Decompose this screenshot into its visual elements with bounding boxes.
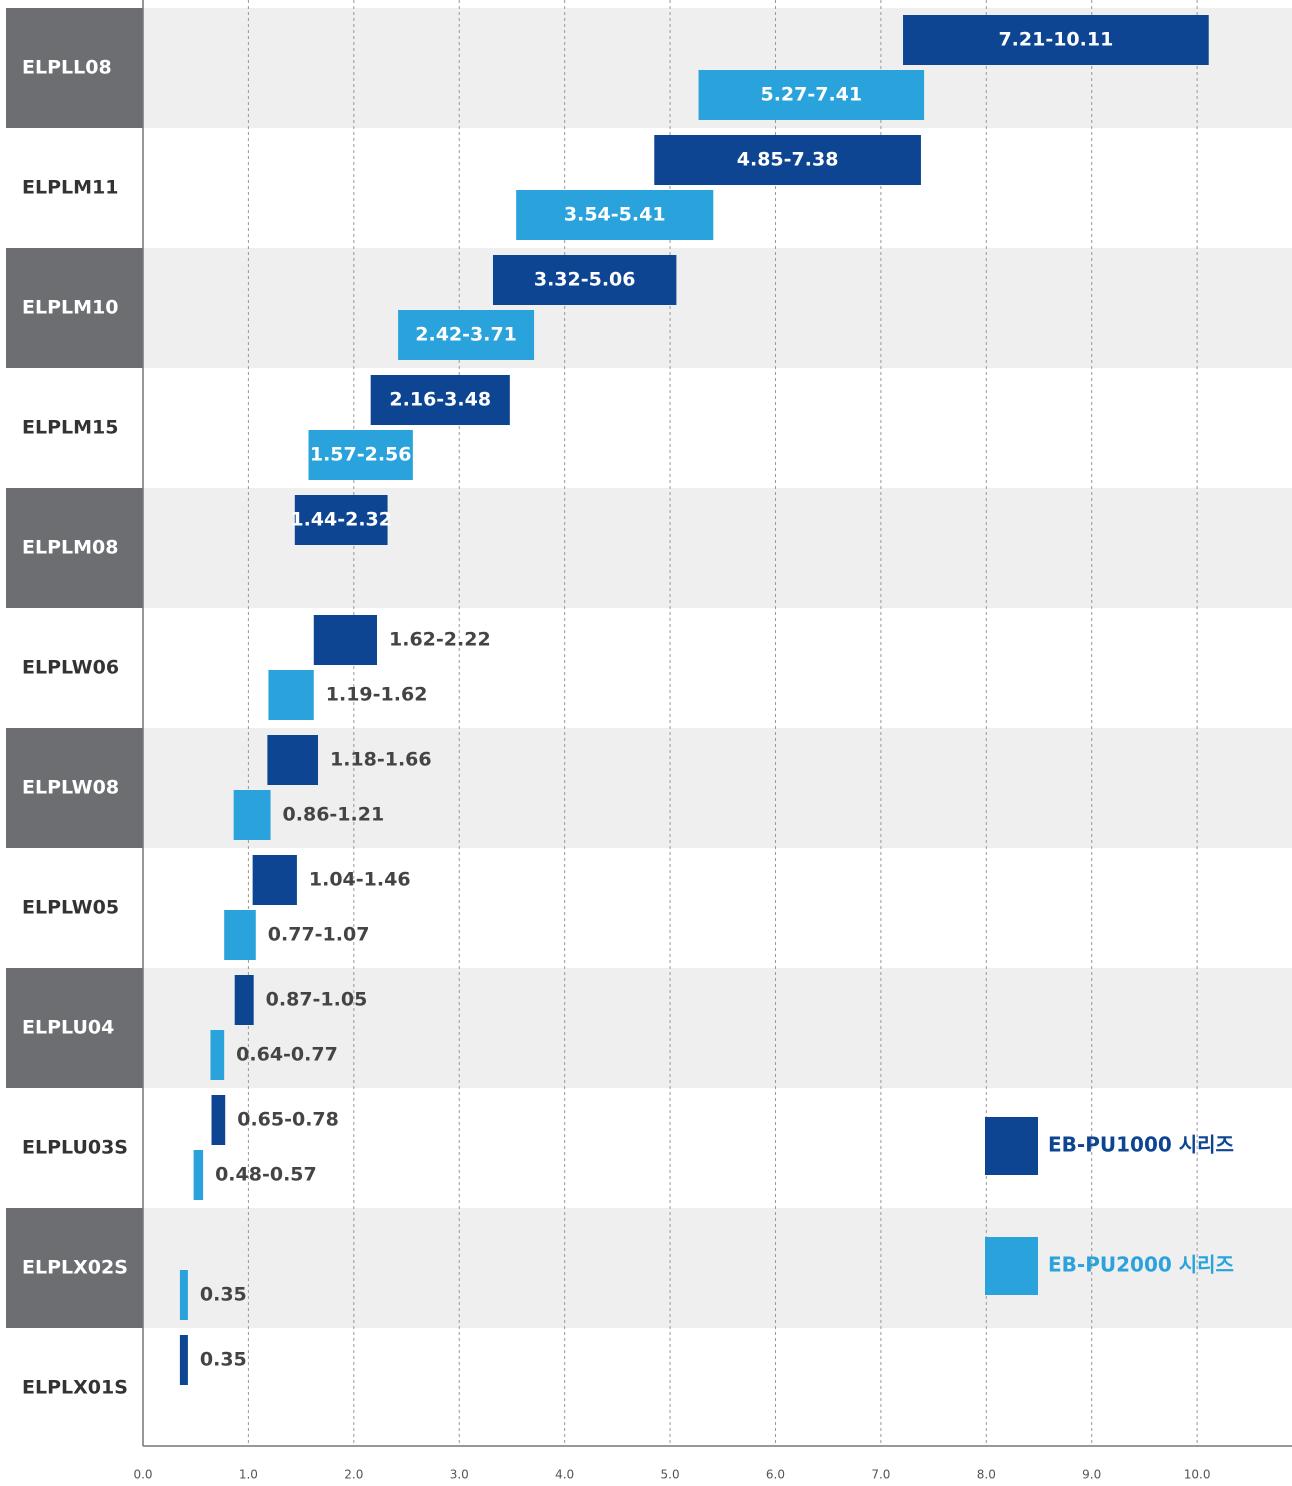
value-label: 2.42-3.71 bbox=[415, 324, 517, 346]
x-tick-label: 6.0 bbox=[766, 1468, 785, 1482]
legend-label: EB-PU1000 시리즈 bbox=[1048, 1133, 1234, 1157]
row-band bbox=[143, 968, 1292, 1088]
x-tick-label: 10.0 bbox=[1184, 1468, 1211, 1482]
bar bbox=[398, 310, 535, 360]
category-label: ELPLW05 bbox=[22, 897, 119, 919]
category-label: ELPLM10 bbox=[22, 297, 118, 319]
category-label: ELPLM11 bbox=[22, 177, 118, 199]
category-label: ELPLX02S bbox=[22, 1257, 128, 1279]
bar bbox=[252, 855, 297, 905]
category-box bbox=[6, 1208, 143, 1328]
category-box bbox=[6, 728, 143, 848]
value-label: 0.65-0.78 bbox=[237, 1109, 339, 1131]
value-label: 3.32-5.06 bbox=[534, 269, 636, 291]
x-tick-label: 7.0 bbox=[871, 1468, 890, 1482]
bar bbox=[294, 495, 388, 545]
value-label: 5.27-7.41 bbox=[760, 84, 862, 106]
value-label: 1.19-1.62 bbox=[326, 684, 428, 706]
category-box bbox=[6, 248, 143, 368]
value-label: 0.35 bbox=[200, 1284, 247, 1306]
value-label: 1.57-2.56 bbox=[310, 444, 412, 466]
row-band bbox=[143, 1208, 1292, 1328]
value-label: 2.16-3.48 bbox=[389, 389, 491, 411]
x-tick-label: 9.0 bbox=[1082, 1468, 1101, 1482]
bar bbox=[370, 375, 510, 425]
x-tick-label: 5.0 bbox=[661, 1468, 680, 1482]
value-label: 1.04-1.46 bbox=[309, 869, 411, 891]
bar bbox=[308, 430, 413, 480]
bar bbox=[179, 1335, 188, 1385]
bar bbox=[211, 1095, 226, 1145]
value-label: 0.64-0.77 bbox=[236, 1044, 338, 1066]
bar bbox=[233, 790, 271, 840]
category-label: ELPLM08 bbox=[22, 537, 118, 559]
bar bbox=[654, 135, 921, 185]
value-label: 1.18-1.66 bbox=[330, 749, 432, 771]
value-label: 0.86-1.21 bbox=[283, 804, 385, 826]
value-label: 0.48-0.57 bbox=[215, 1164, 317, 1186]
category-label: ELPLU03S bbox=[22, 1137, 128, 1159]
value-label: 0.87-1.05 bbox=[266, 989, 368, 1011]
x-tick-label: 1.0 bbox=[239, 1468, 258, 1482]
bar bbox=[193, 1150, 204, 1200]
bar bbox=[210, 1030, 225, 1080]
bar bbox=[267, 735, 318, 785]
category-label: ELPLW08 bbox=[22, 777, 119, 799]
bar bbox=[234, 975, 254, 1025]
category-label: ELPLX01S bbox=[22, 1377, 128, 1399]
x-tick-label: 2.0 bbox=[344, 1468, 363, 1482]
value-label: 0.77-1.07 bbox=[268, 924, 370, 946]
bar bbox=[224, 910, 256, 960]
bar bbox=[516, 190, 714, 240]
value-label: 1.62-2.22 bbox=[389, 629, 491, 651]
legend-swatch bbox=[985, 1237, 1038, 1295]
category-label: ELPLL08 bbox=[22, 57, 112, 79]
legend-label: EB-PU2000 시리즈 bbox=[1048, 1253, 1234, 1277]
bar bbox=[179, 1270, 188, 1320]
row-band bbox=[143, 728, 1292, 848]
category-box bbox=[6, 488, 143, 608]
value-label: 7.21-10.11 bbox=[998, 29, 1113, 51]
category-label: ELPLM15 bbox=[22, 417, 118, 439]
value-label: 3.54-5.41 bbox=[564, 204, 666, 226]
bar bbox=[268, 670, 314, 720]
x-tick-label: 8.0 bbox=[977, 1468, 996, 1482]
bar bbox=[313, 615, 378, 665]
value-label: 1.44-2.32 bbox=[290, 509, 392, 531]
category-box bbox=[6, 968, 143, 1088]
category-label: ELPLW06 bbox=[22, 657, 119, 679]
bar bbox=[903, 15, 1209, 65]
value-label: 0.35 bbox=[200, 1349, 247, 1371]
x-tick-label: 0.0 bbox=[133, 1468, 152, 1482]
legend-swatch bbox=[985, 1117, 1038, 1175]
bar bbox=[698, 70, 925, 120]
bar bbox=[492, 255, 677, 305]
category-box bbox=[6, 8, 143, 128]
row-band bbox=[143, 248, 1292, 368]
x-tick-label: 4.0 bbox=[555, 1468, 574, 1482]
x-tick-label: 3.0 bbox=[450, 1468, 469, 1482]
category-label: ELPLU04 bbox=[22, 1017, 114, 1039]
value-label: 4.85-7.38 bbox=[737, 149, 839, 171]
